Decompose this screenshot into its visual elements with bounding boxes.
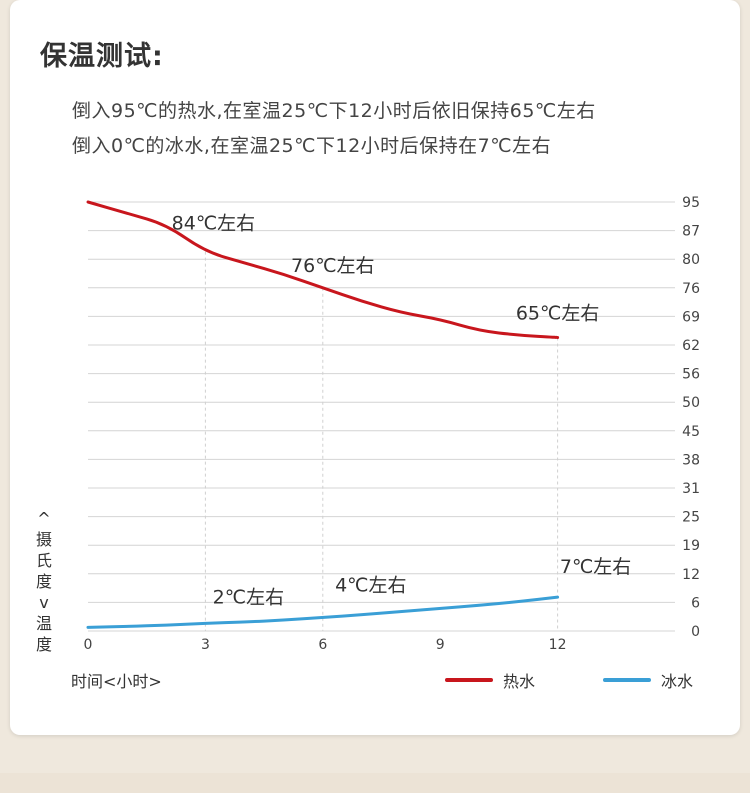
- y-tick-label: 50: [682, 395, 700, 411]
- bottom-band: [0, 773, 750, 793]
- data-label: 84℃左右: [172, 213, 256, 235]
- x-tick-label: 6: [318, 637, 327, 653]
- y-tick-label: 62: [682, 338, 700, 354]
- data-label: 7℃左右: [560, 556, 631, 578]
- description-ice-water: 倒入0℃的冰水,在室温25℃下12小时后保持在7℃左右: [72, 135, 552, 157]
- y-axis-label: ^摄氏度v温度: [35, 509, 52, 654]
- series-line-ice-water: [86, 595, 560, 629]
- legend-item-ice-water: 冰水: [603, 668, 693, 692]
- y-tick-label: 87: [682, 224, 700, 240]
- legend-swatch-hot-water: [445, 678, 493, 682]
- y-tick-label: 0: [691, 624, 700, 640]
- y-tick-label: 69: [682, 309, 700, 325]
- data-label: 4℃左右: [335, 574, 406, 596]
- data-label: 76℃左右: [291, 255, 375, 277]
- data-label: 65℃左右: [516, 302, 600, 324]
- legend-swatch-ice-water: [603, 678, 651, 682]
- data-label: 2℃左右: [213, 586, 284, 608]
- page-title: 保温测试:: [40, 41, 164, 72]
- legend-item-hot-water: 热水: [445, 668, 535, 692]
- y-tick-label: 12: [682, 567, 700, 583]
- y-tick-label: 56: [682, 367, 700, 383]
- series-line-hot-water: [86, 200, 560, 339]
- y-tick-label: 80: [682, 252, 700, 268]
- y-tick-label: 19: [682, 538, 700, 554]
- x-tick-label: 0: [84, 637, 93, 653]
- y-tick-label: 38: [682, 452, 700, 468]
- x-axis-label: 时间<小时>: [71, 672, 162, 691]
- legend-label-hot-water: 热水: [503, 672, 536, 691]
- legend-label-ice-water: 冰水: [661, 672, 694, 691]
- y-tick-label: 76: [682, 281, 700, 297]
- y-tick-label: 45: [682, 424, 700, 440]
- description-hot-water: 倒入95℃的热水,在室温25℃下12小时后依旧保持65℃左右: [72, 100, 596, 122]
- x-tick-label: 3: [201, 637, 210, 653]
- y-tick-label: 25: [682, 510, 700, 526]
- y-tick-label: 6: [691, 595, 700, 611]
- y-tick-label: 31: [682, 481, 700, 497]
- x-tick-label: 9: [436, 637, 445, 653]
- x-tick-label: 12: [549, 637, 567, 653]
- y-tick-label: 95: [682, 195, 700, 211]
